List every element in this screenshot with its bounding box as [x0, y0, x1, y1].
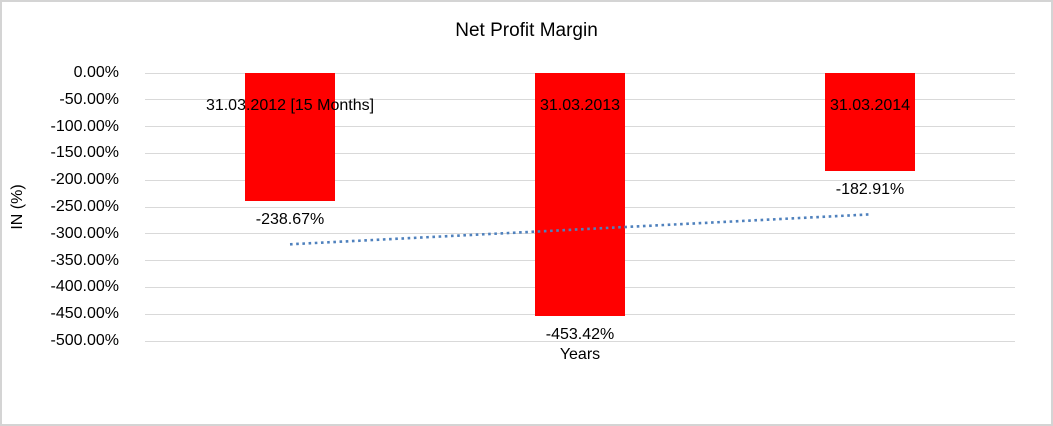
value-label: -238.67%: [255, 210, 325, 228]
gridline: [145, 340, 1015, 342]
y-tick-label: -500.00%: [50, 332, 120, 349]
bar-1: [245, 73, 335, 201]
y-tick-label: -200.00%: [50, 171, 120, 189]
value-label: -453.42%: [545, 326, 615, 344]
chart-title: Net Profit Margin: [455, 20, 598, 41]
y-tick-label: 0.00%: [73, 64, 119, 81]
x-axis-title: Years: [559, 346, 601, 363]
bar-2: [535, 73, 625, 317]
y-axis-tick-labels: 0.00% -50.00% -100.00% -150.00% -200.00% -250…: [2, 2, 120, 424]
category-label: 31.03.2013: [539, 97, 621, 114]
trendline-layer: [289, 213, 871, 246]
category-label: 31.03.2012 [15 Months]: [205, 97, 375, 114]
bar-3: [825, 73, 915, 172]
trendline: [289, 213, 871, 246]
y-tick-label: -350.00%: [50, 251, 120, 269]
y-tick-label: -100.00%: [50, 117, 120, 135]
y-tick-label: -50.00%: [59, 90, 119, 108]
y-tick-label: -400.00%: [50, 278, 120, 296]
plot-area: [145, 72, 1015, 342]
y-tick-label: -150.00%: [50, 144, 120, 162]
value-label: -182.91%: [835, 181, 905, 199]
y-tick-label: -300.00%: [50, 224, 120, 242]
y-tick-label: -250.00%: [50, 198, 120, 215]
y-tick-label: -450.00%: [50, 305, 120, 323]
category-label: 31.03.2014: [829, 97, 911, 114]
